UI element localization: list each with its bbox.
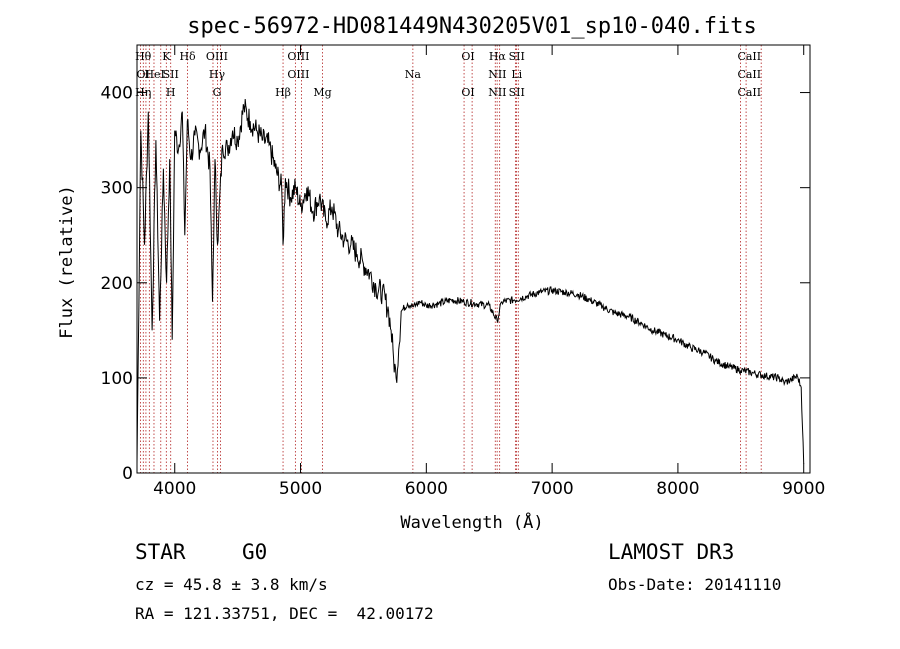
y-tick-label: 200 xyxy=(101,274,133,294)
emission-line-label: OI xyxy=(137,68,150,81)
emission-line-label: NII xyxy=(488,68,506,81)
plot-frame xyxy=(136,44,811,474)
x-tick-label: 6000 xyxy=(405,479,448,499)
emission-line-label: OI xyxy=(461,86,474,99)
x-tick-label: 9000 xyxy=(782,479,825,499)
emission-line-label: G xyxy=(213,86,222,99)
emission-line-label: SII xyxy=(163,68,179,81)
y-tick-label: 400 xyxy=(101,84,133,104)
emission-line-label: H xyxy=(166,86,176,99)
emission-line-label: Hβ xyxy=(275,86,291,99)
obs-date: Obs-Date: 20141110 xyxy=(608,575,782,594)
emission-line-label: CaII xyxy=(737,68,761,81)
survey-name: LAMOST DR3 xyxy=(608,540,735,564)
emission-line-label: SII xyxy=(509,86,525,99)
emission-line-label: HeI xyxy=(144,68,164,81)
object-subclass: G0 xyxy=(242,540,268,564)
emission-line-label: Mg xyxy=(313,86,331,99)
y-tick-label: 300 xyxy=(101,179,133,199)
emission-line-markers xyxy=(139,45,762,473)
emission-line-label: Na xyxy=(405,68,422,81)
flux-series-line xyxy=(136,98,805,464)
emission-line-label: CaII xyxy=(737,50,761,63)
x-axis-label: Wavelength (Å) xyxy=(400,511,543,533)
y-tick-label: 0 xyxy=(122,464,133,484)
chart-title: spec-56972-HD081449N430205V01_sp10-040.f… xyxy=(187,14,757,39)
emission-line-label: NII xyxy=(488,86,506,99)
x-tick-label: 4000 xyxy=(153,479,196,499)
y-axis-label: Flux (relative) xyxy=(57,185,77,339)
emission-line-label: OI xyxy=(461,50,474,63)
emission-line-label: Hα xyxy=(489,50,507,63)
x-tick-label: 7000 xyxy=(530,479,573,499)
object-class: STAR xyxy=(135,540,186,564)
emission-line-label: CaII xyxy=(737,86,761,99)
coordinates: RA = 121.33751, DEC = 42.00172 xyxy=(135,604,434,623)
emission-line-label: K xyxy=(162,50,171,63)
x-tick-label: 5000 xyxy=(279,479,322,499)
x-tick-label: 8000 xyxy=(656,479,699,499)
emission-line-label: OIII xyxy=(287,50,309,63)
emission-line-label: OIII xyxy=(287,68,309,81)
emission-line-label: Hθ xyxy=(135,50,152,63)
redshift-cz: cz = 45.8 ± 3.8 km/s xyxy=(135,575,328,594)
y-tick-label: 100 xyxy=(101,369,133,389)
emission-line-label: OIII xyxy=(206,50,228,63)
emission-line-label: Li xyxy=(511,68,522,81)
emission-line-label: Hγ xyxy=(209,68,226,81)
emission-line-label: Hδ xyxy=(179,50,196,63)
emission-line-label: SII xyxy=(509,50,525,63)
axis-ticks: 4000 5000 6000 7000 8000 9000 0 100 200 300 400 xyxy=(101,45,825,499)
